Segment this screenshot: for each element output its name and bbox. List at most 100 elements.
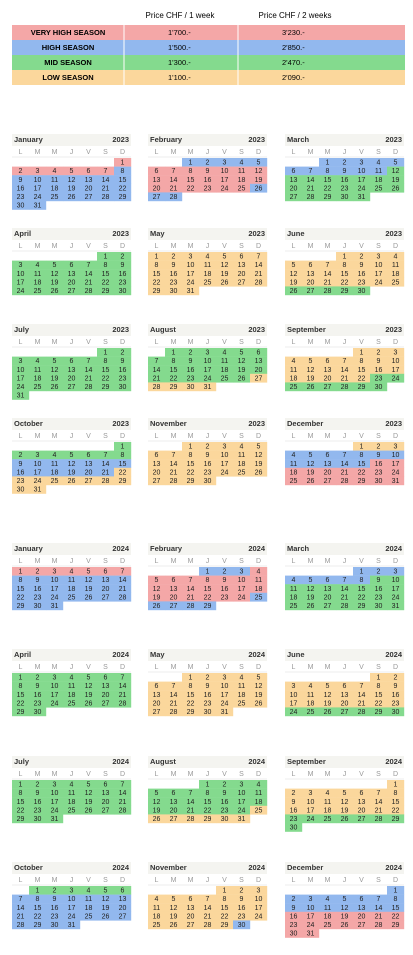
day-cell bbox=[29, 201, 47, 210]
day-cell bbox=[148, 805, 166, 815]
day-cell bbox=[233, 450, 251, 460]
day-number: 28 bbox=[17, 922, 25, 929]
day-number: 25 bbox=[51, 194, 59, 201]
day-number: 7 bbox=[104, 452, 108, 459]
weekday: S bbox=[239, 243, 244, 250]
day-number: 15 bbox=[102, 271, 110, 278]
day-number: 19 bbox=[51, 279, 59, 286]
day-cell bbox=[233, 166, 251, 176]
day-cell bbox=[336, 382, 354, 392]
day-cell bbox=[216, 356, 234, 366]
day-number: 20 bbox=[358, 807, 366, 814]
day-cell bbox=[353, 252, 371, 261]
day-cell bbox=[319, 584, 337, 593]
day-cell bbox=[302, 601, 320, 611]
day-cell bbox=[29, 365, 47, 374]
day-number: 20 bbox=[68, 375, 76, 382]
day-number: 19 bbox=[85, 799, 93, 806]
day-number: 28 bbox=[375, 922, 383, 929]
day-number: 30 bbox=[290, 825, 298, 832]
day-number: 28 bbox=[341, 384, 349, 391]
day-cell bbox=[233, 269, 251, 278]
day-cell bbox=[353, 348, 371, 357]
day-number: 23 bbox=[341, 185, 349, 192]
day-cell bbox=[182, 894, 200, 904]
day-cell bbox=[233, 673, 251, 682]
day-number: 25 bbox=[51, 478, 59, 485]
day-cell bbox=[370, 252, 388, 261]
day-number: 18 bbox=[68, 799, 76, 806]
day-number: 28 bbox=[119, 594, 127, 601]
day-number: 22 bbox=[358, 594, 366, 601]
day-number: 9 bbox=[394, 683, 398, 690]
day-cell bbox=[353, 286, 371, 296]
day-cell bbox=[148, 459, 166, 468]
day-cell bbox=[319, 382, 337, 392]
day-number: 4 bbox=[70, 782, 74, 789]
day-number: 17 bbox=[17, 375, 25, 382]
calendar-header bbox=[148, 649, 267, 661]
day-cell bbox=[336, 592, 354, 602]
day-cell bbox=[319, 805, 337, 815]
day-number: 1 bbox=[121, 444, 125, 451]
day-cell bbox=[148, 382, 166, 392]
day-cell bbox=[285, 575, 303, 585]
day-number: 23 bbox=[17, 478, 25, 485]
day-cell bbox=[165, 894, 183, 904]
day-cell bbox=[114, 780, 132, 789]
day-number: 9 bbox=[206, 168, 210, 175]
day-cell bbox=[216, 707, 234, 717]
day-number: 11 bbox=[255, 790, 262, 797]
day-cell bbox=[182, 707, 200, 717]
day-cell bbox=[114, 277, 132, 287]
day-number: 17 bbox=[307, 913, 315, 920]
day-number: 29 bbox=[34, 922, 42, 929]
day-cell bbox=[46, 166, 64, 176]
weekday: M bbox=[325, 243, 331, 250]
day-cell bbox=[353, 814, 371, 824]
day-number: 28 bbox=[102, 194, 110, 201]
day-number: 6 bbox=[155, 168, 159, 175]
day-cell bbox=[387, 476, 405, 486]
day-cell bbox=[199, 788, 217, 798]
day-cell bbox=[12, 788, 30, 798]
weekday: D bbox=[393, 877, 398, 884]
day-cell bbox=[319, 286, 337, 296]
calendar-header bbox=[285, 649, 404, 661]
day-cell bbox=[285, 459, 303, 468]
day-number: 12 bbox=[307, 586, 315, 593]
weekday: D bbox=[120, 558, 125, 565]
weekday: M bbox=[308, 339, 314, 346]
day-number: 11 bbox=[68, 683, 75, 690]
day-cell bbox=[97, 356, 115, 366]
day-cell bbox=[233, 260, 251, 270]
day-cell bbox=[46, 592, 64, 602]
weekday: J bbox=[343, 149, 347, 156]
day-cell bbox=[370, 920, 388, 930]
day-number: 16 bbox=[204, 692, 212, 699]
weekday: V bbox=[222, 771, 227, 778]
day-number: 30 bbox=[341, 194, 349, 201]
day-number: 26 bbox=[307, 478, 315, 485]
day-cell bbox=[216, 788, 234, 798]
day-cell bbox=[165, 575, 183, 585]
day-cell bbox=[12, 277, 30, 287]
day-number: 7 bbox=[309, 168, 313, 175]
day-cell bbox=[336, 373, 354, 383]
day-cell bbox=[353, 365, 371, 374]
day-cell bbox=[97, 575, 115, 585]
day-number: 16 bbox=[375, 586, 383, 593]
day-cell bbox=[97, 681, 115, 691]
day-cell bbox=[114, 903, 132, 912]
day-number: 4 bbox=[292, 452, 296, 459]
day-cell bbox=[216, 269, 234, 278]
day-number: 11 bbox=[290, 367, 297, 374]
day-cell bbox=[114, 575, 132, 585]
day-number: 6 bbox=[326, 358, 330, 365]
day-cell bbox=[199, 459, 217, 468]
day-cell bbox=[285, 681, 303, 691]
day-cell bbox=[182, 269, 200, 278]
day-number: 24 bbox=[34, 194, 42, 201]
weekday: S bbox=[239, 149, 244, 156]
day-cell bbox=[199, 698, 217, 708]
